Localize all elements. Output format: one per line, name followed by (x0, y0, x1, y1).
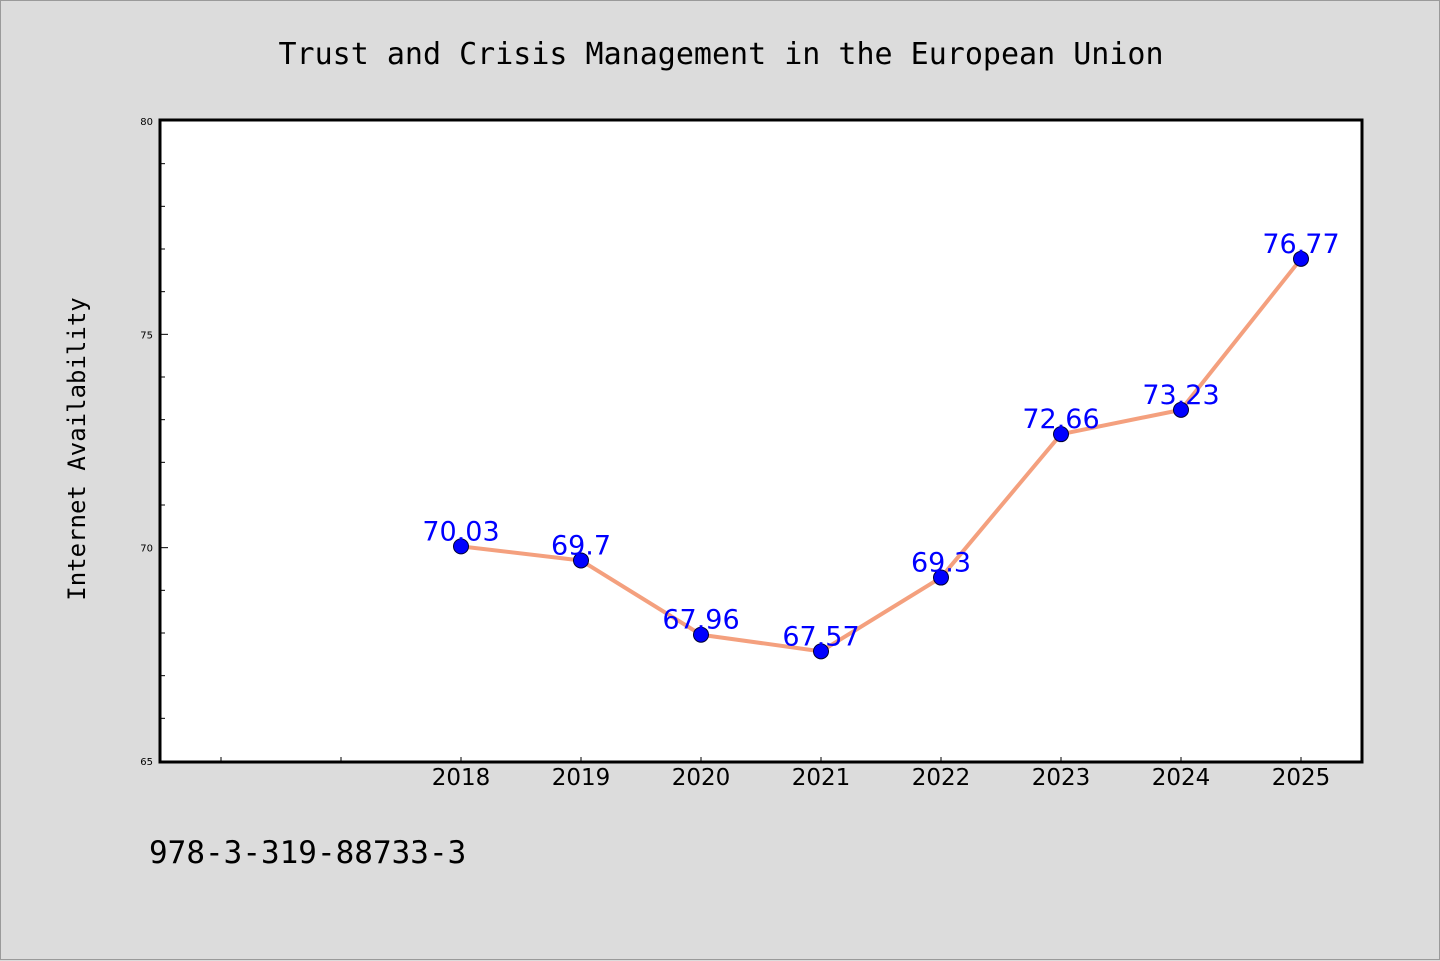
data-labels: 70.03 69.7 67.96 67.57 69.3 72.66 73.23 76.77 (422, 229, 1339, 653)
plot-area (160, 120, 1362, 762)
data-label: 67.57 (782, 621, 859, 652)
y-tick-label: 80 (140, 117, 153, 128)
y-tick-label: 75 (140, 330, 153, 341)
x-axis: 2018 2019 2020 2021 2022 2023 2024 2025 (220, 757, 1331, 791)
y-axis: 65 70 75 80 (140, 117, 168, 768)
data-label: 70.03 (422, 516, 499, 547)
data-label: 69.7 (551, 530, 611, 561)
x-tick-label: 2018 (432, 765, 491, 791)
x-tick-label: 2025 (1272, 765, 1331, 791)
data-series (453, 250, 1309, 660)
data-point-marker (813, 643, 829, 660)
x-tick-label: 2023 (1032, 765, 1091, 791)
x-tick-label: 2024 (1152, 765, 1211, 791)
y-tick-label: 70 (140, 544, 153, 555)
x-tick-label: 2019 (552, 765, 611, 791)
data-label: 69.3 (911, 548, 971, 579)
data-point-marker (693, 626, 709, 643)
y-axis-label: Internet Availability (63, 297, 91, 600)
data-point-marker (1173, 401, 1189, 418)
chart-title: Trust and Crisis Management in the Europ… (278, 37, 1163, 72)
plot-frame (158, 118, 1364, 764)
series-line (459, 256, 1303, 654)
data-point-marker (573, 552, 589, 569)
data-point-marker (1053, 426, 1069, 443)
y-tick-label: 65 (140, 757, 153, 768)
data-point-marker (453, 538, 469, 555)
isbn-code: 978-3-319-88733-3 (149, 835, 467, 871)
data-point-marker (1293, 250, 1309, 267)
data-point-marker (933, 569, 949, 586)
x-tick-label: 2020 (672, 765, 731, 791)
x-tick-label: 2021 (792, 765, 851, 791)
data-label: 76.77 (1262, 229, 1339, 260)
data-label: 72.66 (1022, 404, 1099, 435)
data-label: 73.23 (1142, 380, 1219, 411)
data-label: 67.96 (662, 605, 739, 636)
x-tick-label: 2022 (912, 765, 971, 791)
